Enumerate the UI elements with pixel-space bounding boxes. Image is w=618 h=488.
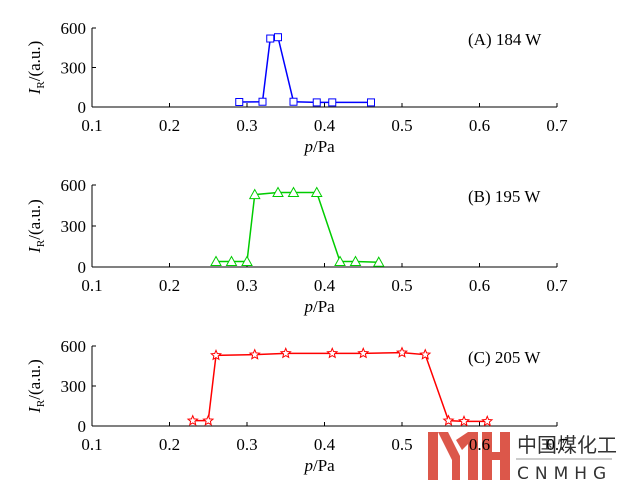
marker [235, 97, 244, 106]
marker [225, 255, 238, 267]
x-label-var: p [304, 137, 314, 156]
y-label-unit: /(a.u.) [25, 199, 44, 240]
marker [289, 97, 298, 106]
data-line [239, 36, 371, 104]
annotation: (A) 184 W [468, 30, 542, 49]
annotation: (B) 195 W [468, 187, 541, 206]
x-tick-label: 0.3 [236, 116, 257, 135]
x-tick-label: 0.7 [546, 116, 568, 135]
data-line [192, 351, 488, 423]
x-axis-label: p/Pa [304, 456, 336, 475]
marker [349, 255, 362, 267]
y-label-sub: R [35, 81, 47, 89]
x-label-unit: /Pa [313, 297, 335, 316]
y-tick-label: 300 [61, 377, 87, 396]
x-axis-label: p/Pa [304, 297, 336, 316]
x-tick-label: 0.1 [81, 276, 102, 295]
panel: 0 300 600 0.1 0.2 0.3 0.4 0.5 0.6 0.7 (A) 184 W p/P… [25, 19, 568, 156]
x-tick-label: 0.2 [159, 276, 180, 295]
marker [442, 414, 455, 426]
x-tick-label: 0.6 [469, 116, 490, 135]
x-tick-label: 0.3 [236, 435, 257, 454]
marker [326, 347, 339, 359]
marker [272, 186, 284, 198]
x-axis-label: p/Pa [304, 137, 336, 156]
x-tick-label: 0.6 [469, 276, 490, 295]
y-label-unit: /(a.u.) [25, 359, 44, 400]
y-axis-label: IR/(a.u.) [25, 359, 47, 414]
y-tick-label: 0 [78, 98, 87, 117]
x-tick-label: 0.5 [391, 435, 412, 454]
marker [287, 186, 300, 198]
marker [279, 347, 292, 359]
x-label-unit: /Pa [313, 456, 335, 475]
watermark-logo [428, 432, 510, 480]
y-axis-label: IR/(a.u.) [25, 41, 47, 96]
y-label-sub: R [35, 239, 47, 247]
marker [274, 33, 282, 42]
marker [248, 188, 261, 200]
y-tick-label: 0 [78, 417, 87, 436]
watermark-en: CNMHG [517, 464, 612, 484]
marker [186, 414, 199, 426]
marker [266, 34, 275, 43]
x-tick-label: 0.4 [314, 276, 336, 295]
x-tick-label: 0.5 [391, 276, 412, 295]
marker [458, 415, 470, 427]
x-tick-label: 0.2 [159, 116, 180, 135]
annotation: (C) 205 W [468, 348, 541, 367]
y-label-var: I [25, 406, 44, 414]
y-label-var: I [25, 246, 44, 254]
marker [328, 98, 337, 107]
marker [367, 98, 375, 107]
marker [310, 186, 323, 198]
watermark: 中国煤化工 CNMHG [428, 432, 617, 484]
y-label-var: I [25, 87, 44, 95]
y-tick-label: 600 [61, 176, 87, 195]
x-tick-label: 0.5 [391, 116, 412, 135]
x-tick-label: 0.3 [236, 276, 257, 295]
data-line [216, 191, 379, 263]
x-tick-label: 0.7 [546, 435, 568, 454]
y-tick-label: 0 [78, 258, 87, 277]
marker [312, 98, 321, 107]
x-tick-label: 0.2 [159, 435, 180, 454]
x-tick-label: 0.7 [546, 276, 568, 295]
x-tick-label: 0.4 [314, 435, 336, 454]
panel: 0 300 600 0.1 0.2 0.3 0.4 0.5 0.6 0.7 (C) 205 W p/P… [25, 337, 568, 475]
x-tick-label: 0.6 [469, 435, 490, 454]
y-axis-label: IR/(a.u.) [25, 199, 47, 254]
y-tick-label: 600 [61, 337, 87, 356]
x-label-unit: /Pa [313, 137, 335, 156]
marker [395, 346, 409, 358]
marker [334, 255, 346, 267]
y-tick-label: 300 [61, 59, 87, 78]
watermark-zh: 中国煤化工 [517, 433, 617, 457]
marker [202, 414, 215, 426]
panel: 0 300 600 0.1 0.2 0.3 0.4 0.5 0.6 0.7 (B) 195 W p/P… [25, 176, 568, 316]
y-label-sub: R [35, 399, 47, 407]
y-tick-label: 600 [61, 19, 87, 38]
x-label-var: p [304, 297, 314, 316]
marker [210, 349, 222, 361]
x-tick-label: 0.4 [314, 116, 336, 135]
marker [210, 255, 222, 267]
marker [419, 348, 432, 360]
marker [248, 348, 261, 360]
marker [258, 97, 267, 106]
x-label-var: p [304, 456, 314, 475]
x-tick-label: 0.1 [81, 116, 102, 135]
y-label-unit: /(a.u.) [25, 41, 44, 82]
y-tick-label: 300 [61, 217, 87, 236]
x-tick-label: 0.1 [81, 435, 102, 454]
marker [372, 256, 385, 267]
marker [481, 415, 494, 427]
marker [357, 347, 370, 359]
marker [241, 255, 253, 267]
